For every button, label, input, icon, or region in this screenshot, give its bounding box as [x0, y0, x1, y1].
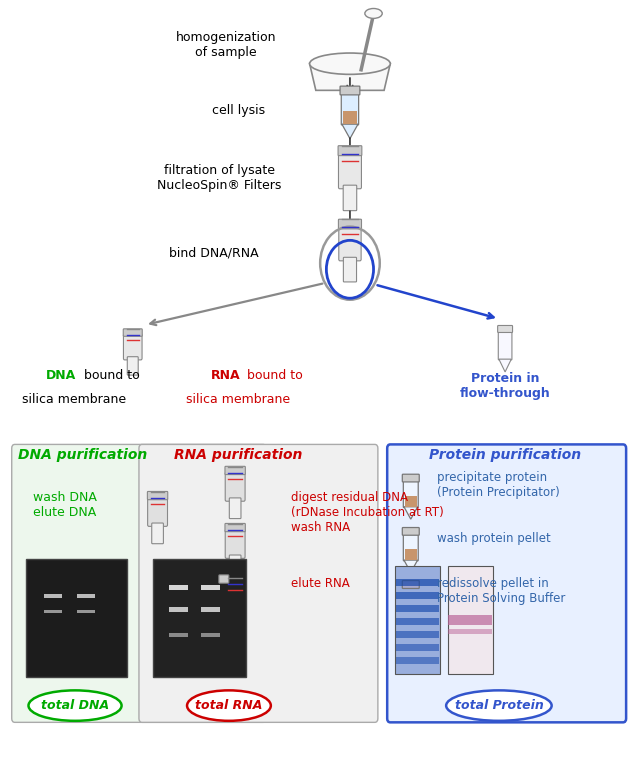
Bar [152, 558, 246, 676]
FancyBboxPatch shape [148, 498, 167, 526]
FancyBboxPatch shape [343, 185, 356, 211]
FancyBboxPatch shape [339, 226, 361, 261]
FancyBboxPatch shape [229, 555, 241, 576]
Polygon shape [404, 507, 418, 519]
FancyBboxPatch shape [403, 528, 419, 535]
Polygon shape [404, 614, 418, 627]
Bar [44, 611, 62, 613]
Text: RNA purification: RNA purification [174, 448, 303, 462]
FancyBboxPatch shape [229, 609, 241, 630]
Polygon shape [499, 359, 511, 372]
FancyBboxPatch shape [498, 331, 512, 360]
Bar [404, 495, 417, 507]
FancyBboxPatch shape [225, 584, 245, 612]
Ellipse shape [28, 690, 121, 721]
Bar [343, 111, 358, 124]
FancyBboxPatch shape [127, 357, 138, 375]
Text: bound to: bound to [80, 369, 140, 382]
FancyBboxPatch shape [403, 587, 418, 615]
Bar [396, 618, 439, 624]
Bar [448, 615, 492, 624]
Ellipse shape [446, 690, 552, 721]
Bar [169, 607, 188, 612]
FancyBboxPatch shape [12, 444, 266, 723]
Text: total RNA: total RNA [195, 699, 263, 712]
Bar [44, 594, 62, 597]
FancyBboxPatch shape [497, 325, 513, 332]
FancyBboxPatch shape [387, 444, 626, 723]
Polygon shape [342, 124, 358, 139]
FancyBboxPatch shape [219, 575, 229, 583]
FancyBboxPatch shape [229, 498, 241, 518]
FancyBboxPatch shape [225, 529, 245, 558]
FancyBboxPatch shape [343, 257, 356, 282]
Bar [396, 605, 439, 611]
Bar [448, 630, 492, 634]
Text: bound to: bound to [243, 369, 303, 382]
Bar [169, 634, 188, 637]
FancyBboxPatch shape [123, 329, 142, 336]
FancyBboxPatch shape [225, 523, 245, 532]
Bar [447, 566, 493, 674]
Text: total DNA: total DNA [41, 699, 109, 712]
FancyBboxPatch shape [152, 523, 164, 544]
Bar [77, 594, 95, 597]
Text: Protein purification: Protein purification [429, 448, 581, 462]
Bar [396, 579, 439, 586]
Ellipse shape [365, 8, 382, 18]
FancyBboxPatch shape [225, 466, 245, 475]
Ellipse shape [310, 53, 391, 74]
Text: precipitate protein
(Protein Precipitator): precipitate protein (Protein Precipitato… [437, 471, 559, 499]
FancyBboxPatch shape [403, 534, 418, 561]
FancyBboxPatch shape [147, 492, 167, 499]
Bar [394, 566, 440, 674]
FancyBboxPatch shape [340, 86, 360, 95]
Text: silica membrane: silica membrane [21, 393, 126, 406]
Text: bind DNA/RNA: bind DNA/RNA [169, 246, 258, 259]
Text: total Protein: total Protein [454, 699, 544, 712]
Bar [396, 657, 439, 663]
Bar [169, 585, 188, 591]
FancyBboxPatch shape [403, 480, 418, 508]
Text: RNA: RNA [211, 369, 241, 382]
FancyBboxPatch shape [139, 444, 378, 723]
Bar [77, 611, 95, 613]
Bar [201, 585, 220, 591]
FancyBboxPatch shape [123, 334, 142, 360]
Polygon shape [310, 64, 391, 91]
Text: redissolve pellet in
Protein Solving Buffer: redissolve pellet in Protein Solving Buf… [437, 577, 565, 604]
Bar [396, 644, 439, 650]
Bar [26, 558, 126, 676]
FancyBboxPatch shape [338, 146, 362, 156]
FancyBboxPatch shape [339, 153, 362, 189]
FancyBboxPatch shape [403, 581, 419, 588]
Text: elute RNA: elute RNA [291, 578, 349, 591]
Bar [201, 634, 220, 637]
Text: DNA purification: DNA purification [18, 448, 148, 462]
Bar [404, 549, 417, 560]
Text: DNA: DNA [46, 369, 76, 382]
Bar [396, 631, 439, 637]
Polygon shape [404, 560, 418, 572]
Text: filtration of lysate
NucleoSpin® Filters: filtration of lysate NucleoSpin® Filters [157, 164, 282, 192]
Text: cell lysis: cell lysis [212, 104, 265, 117]
FancyBboxPatch shape [225, 472, 245, 501]
Bar [201, 607, 220, 612]
Text: silica membrane: silica membrane [186, 393, 290, 406]
Text: wash protein pellet: wash protein pellet [437, 532, 550, 545]
Text: wash DNA
elute DNA: wash DNA elute DNA [32, 492, 97, 519]
FancyBboxPatch shape [403, 474, 419, 482]
Bar [396, 592, 439, 599]
Text: homogenization
of sample: homogenization of sample [176, 31, 276, 58]
Text: Protein in
flow-through: Protein in flow-through [459, 372, 550, 400]
Text: digest residual DNA
(rDNase Incubation at RT)
wash RNA: digest residual DNA (rDNase Incubation a… [291, 492, 444, 535]
Ellipse shape [187, 690, 271, 721]
FancyBboxPatch shape [341, 94, 358, 125]
FancyBboxPatch shape [338, 219, 362, 229]
